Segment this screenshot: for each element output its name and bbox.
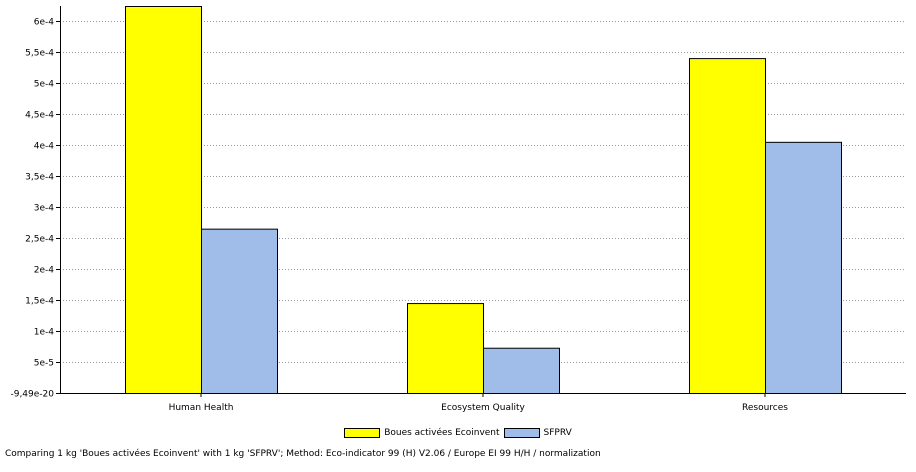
legend-label-boues: Boues activées Ecoinvent [384, 428, 500, 438]
legend: Boues activées Ecoinvent SFPRV [0, 426, 916, 440]
y-tick-label: 2e-4 [34, 266, 55, 276]
legend-label-sfprv: SFPRV [543, 428, 572, 438]
bar-sfprv [201, 228, 278, 394]
y-tick-label: -9,49e-20 [10, 390, 54, 400]
y-tick-label: 5e-5 [34, 359, 54, 369]
y-tick-label: 3,5e-4 [25, 173, 54, 183]
y-tick-label: 1,5e-4 [25, 297, 54, 307]
legend-item-boues: Boues activées Ecoinvent [344, 428, 500, 438]
legend-swatch-sfprv [503, 428, 540, 438]
x-tick-label: Ecosystem Quality [441, 403, 525, 413]
y-tick-label: 4e-4 [34, 142, 55, 152]
x-tick-label: Resources [742, 403, 788, 413]
y-tick-label: 4,5e-4 [25, 111, 54, 121]
y-tick-label: 5e-4 [34, 80, 55, 90]
bar-boues [125, 6, 202, 394]
x-tick-label: Human Health [169, 403, 234, 413]
bar-boues [407, 303, 484, 394]
bar-sfprv [765, 141, 842, 394]
chart-caption: Comparing 1 kg 'Boues activées Ecoinvent… [5, 449, 601, 459]
bar-sfprv [483, 347, 560, 394]
y-tick-label: 3e-4 [34, 204, 55, 214]
y-tick-label: 2,5e-4 [25, 235, 54, 245]
y-tick-label: 1e-4 [34, 328, 55, 338]
bar-boues [689, 58, 766, 394]
y-tick-label: 5,5e-4 [25, 49, 54, 59]
y-tick-label: 6e-4 [34, 18, 55, 28]
legend-item-sfprv: SFPRV [503, 428, 572, 438]
legend-swatch-boues [344, 428, 381, 438]
